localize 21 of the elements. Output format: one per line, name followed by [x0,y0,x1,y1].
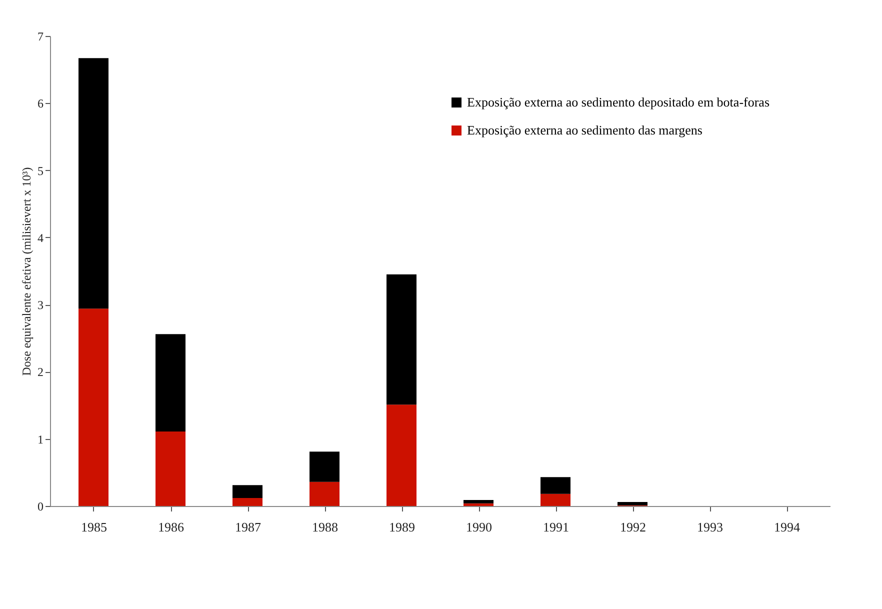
x-tick-label: 1985 [81,520,107,534]
legend-label: Exposição externa ao sedimento das margens [467,122,702,138]
x-tick-label: 1988 [312,520,338,534]
x-tick-label: 1990 [466,520,492,534]
legend-label: Exposição externa ao sedimento depositado em bota-foras [467,94,770,110]
y-tick-label: 5 [38,164,44,178]
y-tick-label: 4 [38,230,44,245]
y-tick-label: 7 [38,30,44,44]
y-tick-label: 0 [38,500,44,514]
x-tick-label: 1992 [620,520,646,534]
x-tick-label: 1987 [235,520,262,534]
y-tick-label: 3 [38,298,44,312]
y-tick-label: 1 [38,432,44,446]
x-tick-label: 1986 [158,520,184,534]
y-axis-title: Dose equivalente efetiva (milisievert x 10³) [20,167,34,376]
x-tick-label: 1991 [543,520,569,534]
x-tick-label: 1994 [774,520,800,534]
y-tick-label: 2 [38,365,44,380]
x-tick-label: 1989 [389,520,415,534]
y-tick-label: 6 [38,96,44,111]
x-tick-label: 1993 [697,520,723,534]
